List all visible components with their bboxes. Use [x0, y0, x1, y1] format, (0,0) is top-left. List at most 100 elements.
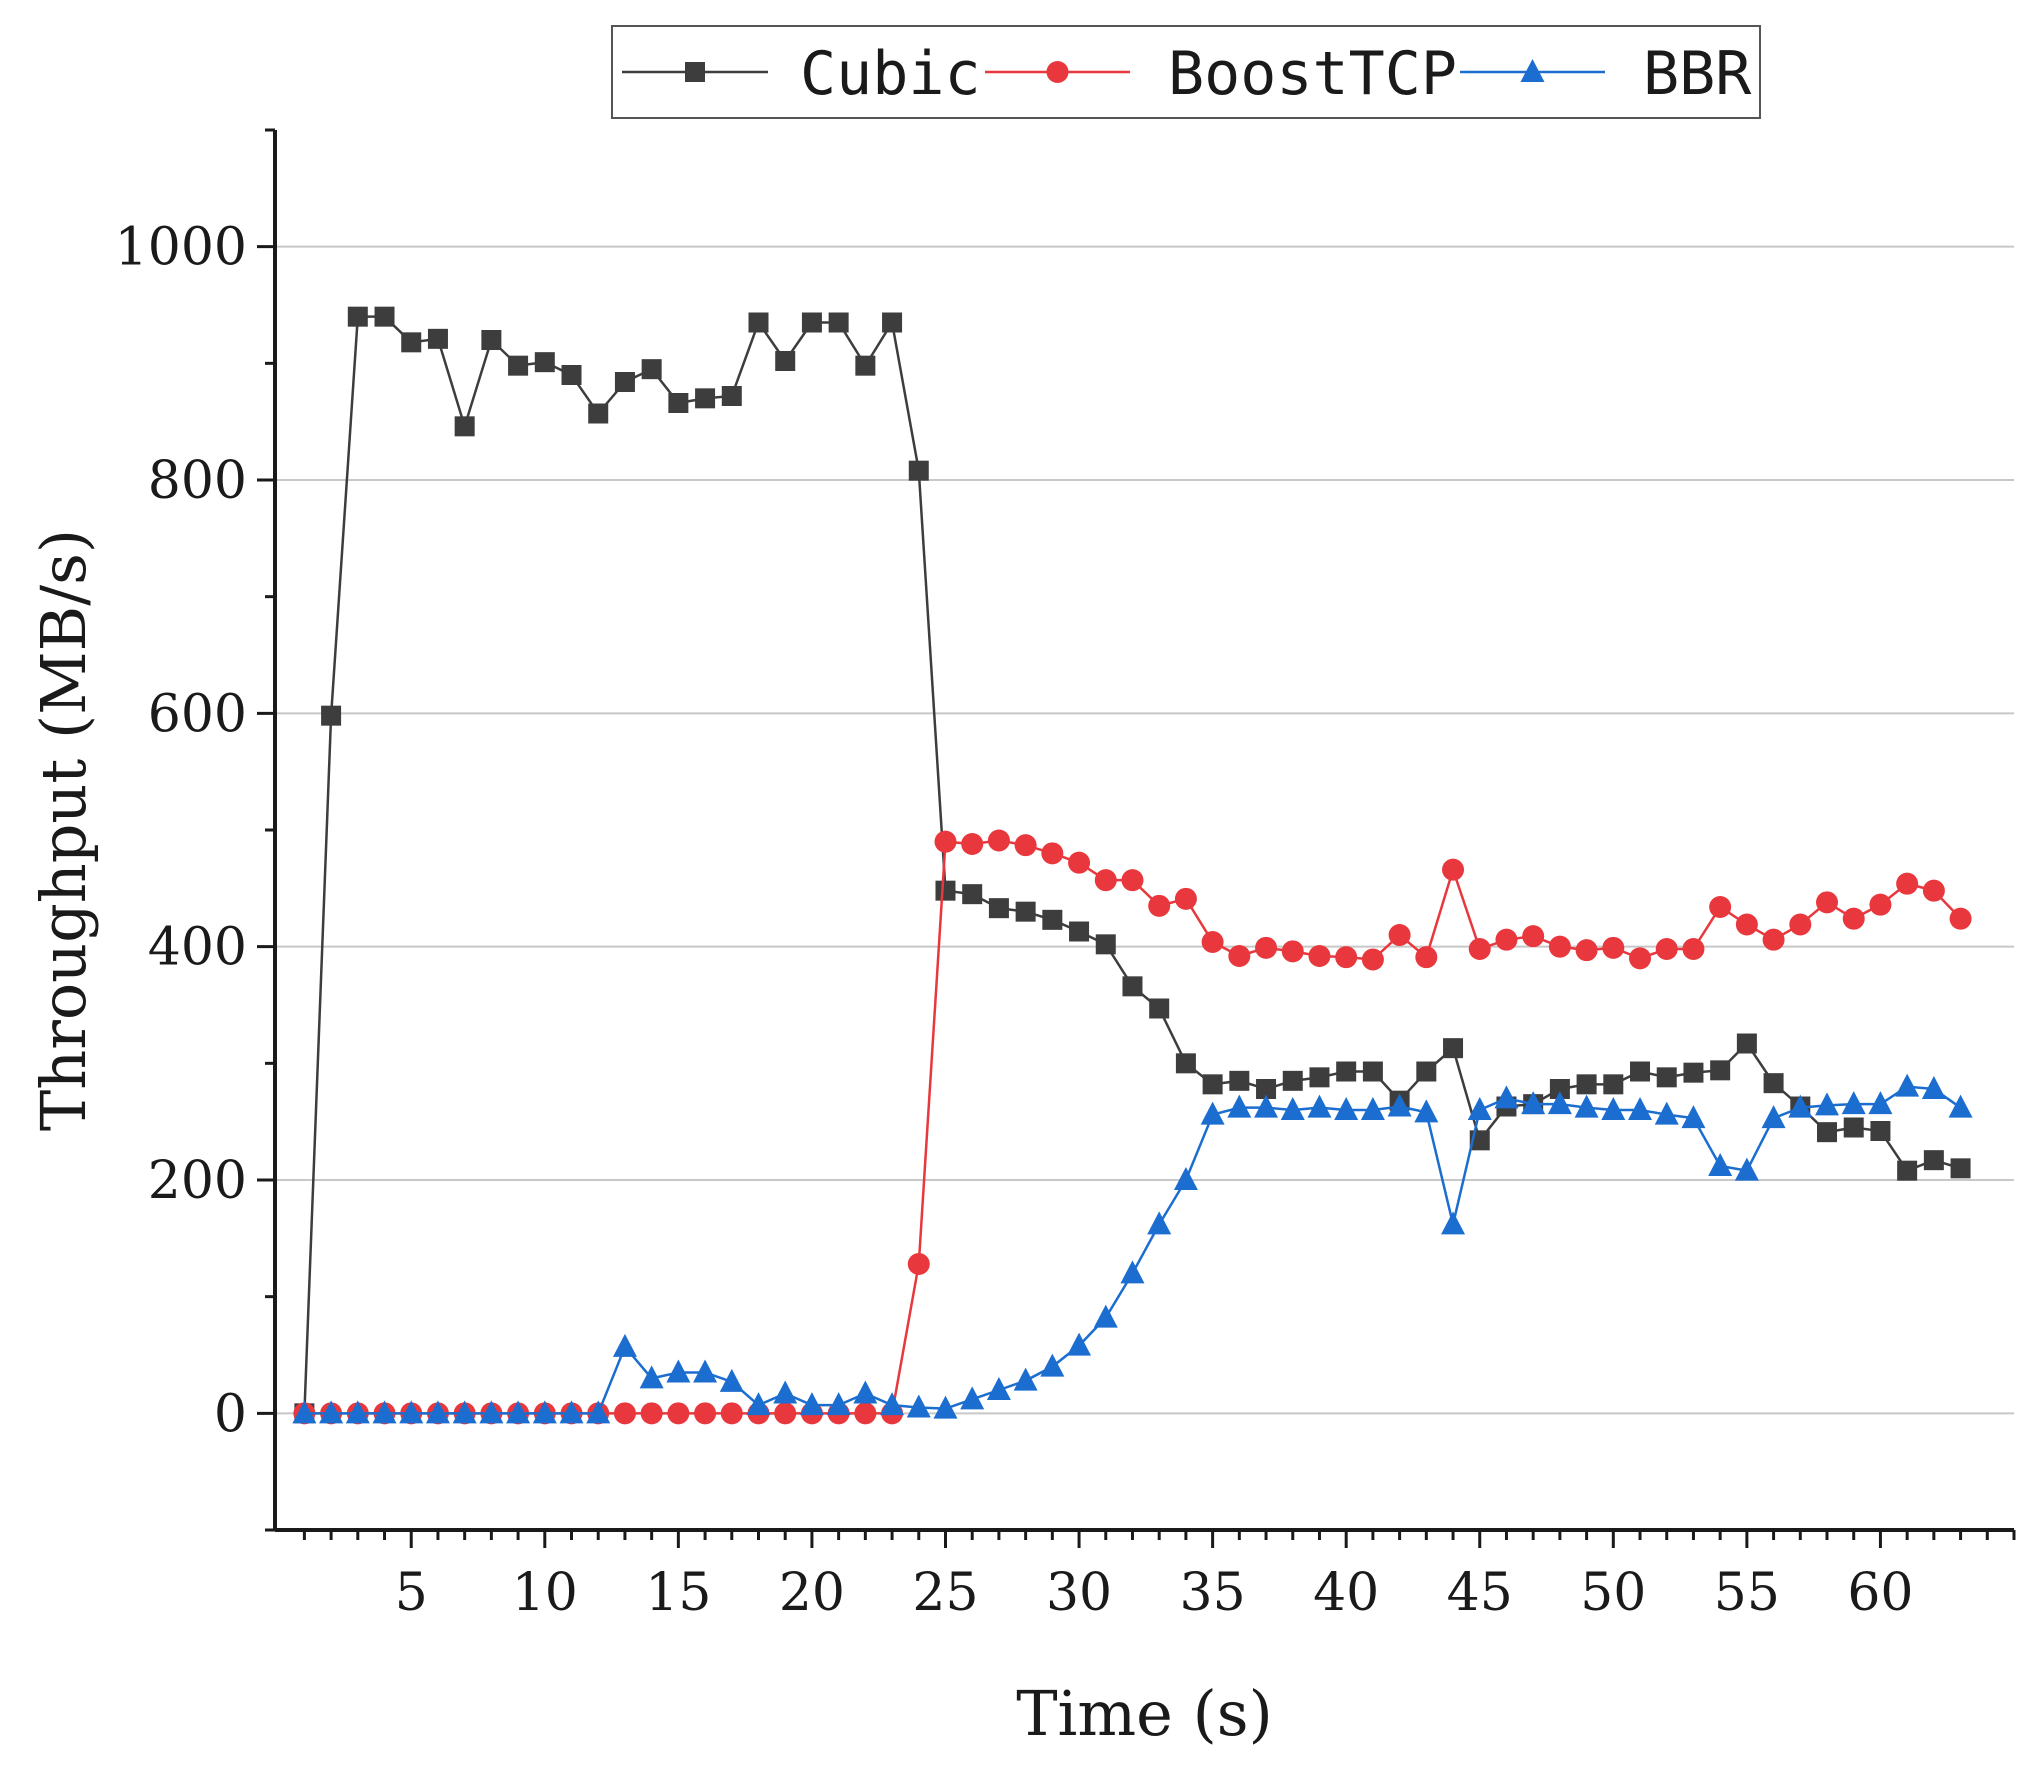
y-tick-label: 600	[148, 684, 247, 744]
data-point-cubic	[1897, 1160, 1918, 1181]
data-point-boosttcp	[1682, 938, 1705, 960]
data-point-bbr	[1280, 1097, 1305, 1120]
data-point-cubic	[427, 328, 448, 349]
data-point-boosttcp	[774, 1402, 797, 1425]
data-point-bbr	[452, 1400, 477, 1424]
data-point-boosttcp	[987, 829, 1010, 852]
legend-marker-bbr	[1520, 59, 1545, 82]
data-point-bbr	[425, 1400, 450, 1424]
x-tick-label: 20	[779, 1563, 845, 1623]
data-point-bbr	[1040, 1353, 1065, 1377]
data-point-boosttcp	[1308, 945, 1331, 967]
data-point-cubic	[1656, 1067, 1677, 1088]
data-point-cubic	[321, 705, 342, 726]
data-point-cubic	[1336, 1061, 1357, 1082]
data-point-boosttcp	[1094, 869, 1117, 892]
data-point-cubic	[1416, 1061, 1437, 1082]
data-point-boosttcp	[1014, 834, 1037, 857]
data-point-bbr	[1254, 1094, 1279, 1118]
data-point-bbr	[826, 1392, 851, 1416]
data-point-boosttcp	[1602, 936, 1625, 959]
data-point-bbr	[1441, 1211, 1466, 1235]
data-point-bbr	[1601, 1097, 1626, 1120]
data-point-bbr	[1334, 1097, 1359, 1120]
data-point-cubic	[668, 393, 689, 413]
data-point-cubic	[1736, 1033, 1757, 1054]
data-point-boosttcp	[1869, 893, 1892, 916]
data-point-boosttcp	[1762, 928, 1785, 951]
data-point-cubic	[935, 880, 956, 901]
data-point-boosttcp	[720, 1402, 743, 1425]
data-point-cubic	[561, 365, 582, 385]
x-tick-label: 5	[395, 1563, 428, 1623]
data-point-cubic	[1042, 909, 1063, 930]
data-point-cubic	[1256, 1079, 1277, 1099]
legend-label-boosttcp: BoostTCP	[1168, 39, 1457, 109]
data-point-boosttcp	[1949, 907, 1972, 930]
data-point-bbr	[1921, 1076, 1946, 1099]
data-point-bbr	[1494, 1085, 1519, 1109]
data-point-bbr	[1761, 1105, 1786, 1129]
series-cubic	[294, 306, 1971, 1424]
data-point-cubic	[374, 306, 395, 327]
data-point-bbr	[693, 1359, 718, 1383]
data-point-bbr	[1654, 1101, 1679, 1125]
data-point-boosttcp	[640, 1402, 663, 1425]
data-point-cubic	[1122, 976, 1143, 997]
data-point-cubic	[1282, 1070, 1303, 1091]
x-tick-label: 15	[645, 1563, 711, 1623]
data-point-bbr	[1173, 1167, 1198, 1190]
data-point-bbr	[1841, 1091, 1866, 1115]
data-point-cubic	[1763, 1073, 1784, 1094]
data-point-bbr	[746, 1392, 771, 1416]
data-point-boosttcp	[1068, 851, 1091, 874]
legend-label-cubic: Cubic	[800, 39, 981, 109]
data-point-bbr	[372, 1400, 397, 1424]
data-point-bbr	[1387, 1093, 1412, 1117]
data-point-cubic	[508, 355, 529, 376]
data-point-boosttcp	[1255, 936, 1278, 959]
data-point-boosttcp	[1735, 913, 1758, 936]
x-tick-label: 30	[1046, 1563, 1112, 1623]
data-point-boosttcp	[1789, 913, 1812, 936]
data-point-boosttcp	[1548, 935, 1571, 958]
data-point-bbr	[1574, 1094, 1599, 1118]
data-point-boosttcp	[1842, 907, 1865, 930]
data-point-boosttcp	[1922, 879, 1945, 902]
legend-marker-cubic	[685, 62, 705, 82]
y-tick-label: 1000	[115, 218, 247, 278]
data-point-bbr	[880, 1392, 905, 1416]
data-point-bbr	[479, 1400, 504, 1424]
series-boosttcp	[293, 829, 1972, 1425]
legend-marker-boosttcp	[1046, 61, 1069, 83]
data-point-bbr	[1708, 1153, 1733, 1176]
data-point-bbr	[1547, 1091, 1572, 1115]
data-point-boosttcp	[1442, 858, 1465, 881]
data-point-cubic	[962, 884, 983, 905]
data-point-bbr	[986, 1377, 1011, 1400]
x-tick-label: 55	[1714, 1563, 1780, 1623]
data-point-bbr	[719, 1368, 744, 1392]
data-point-cubic	[1603, 1074, 1624, 1095]
data-point-bbr	[773, 1380, 798, 1404]
data-point-cubic	[614, 372, 635, 392]
series-line-cubic	[303, 315, 1961, 1414]
data-point-cubic	[695, 388, 716, 409]
data-point-bbr	[612, 1333, 637, 1357]
data-point-cubic	[775, 351, 796, 371]
data-point-cubic	[828, 312, 849, 333]
data-point-bbr	[1734, 1157, 1759, 1181]
data-point-boosttcp	[1709, 896, 1732, 918]
data-point-boosttcp	[1415, 946, 1438, 969]
data-point-cubic	[1149, 998, 1170, 1019]
data-point-boosttcp	[1281, 940, 1304, 963]
data-point-bbr	[1200, 1101, 1225, 1125]
data-point-bbr	[1788, 1094, 1813, 1118]
data-point-boosttcp	[1495, 928, 1518, 951]
data-point-bbr	[853, 1380, 878, 1404]
data-point-cubic	[1015, 901, 1036, 922]
data-point-bbr	[1895, 1073, 1920, 1097]
data-point-cubic	[908, 460, 929, 481]
